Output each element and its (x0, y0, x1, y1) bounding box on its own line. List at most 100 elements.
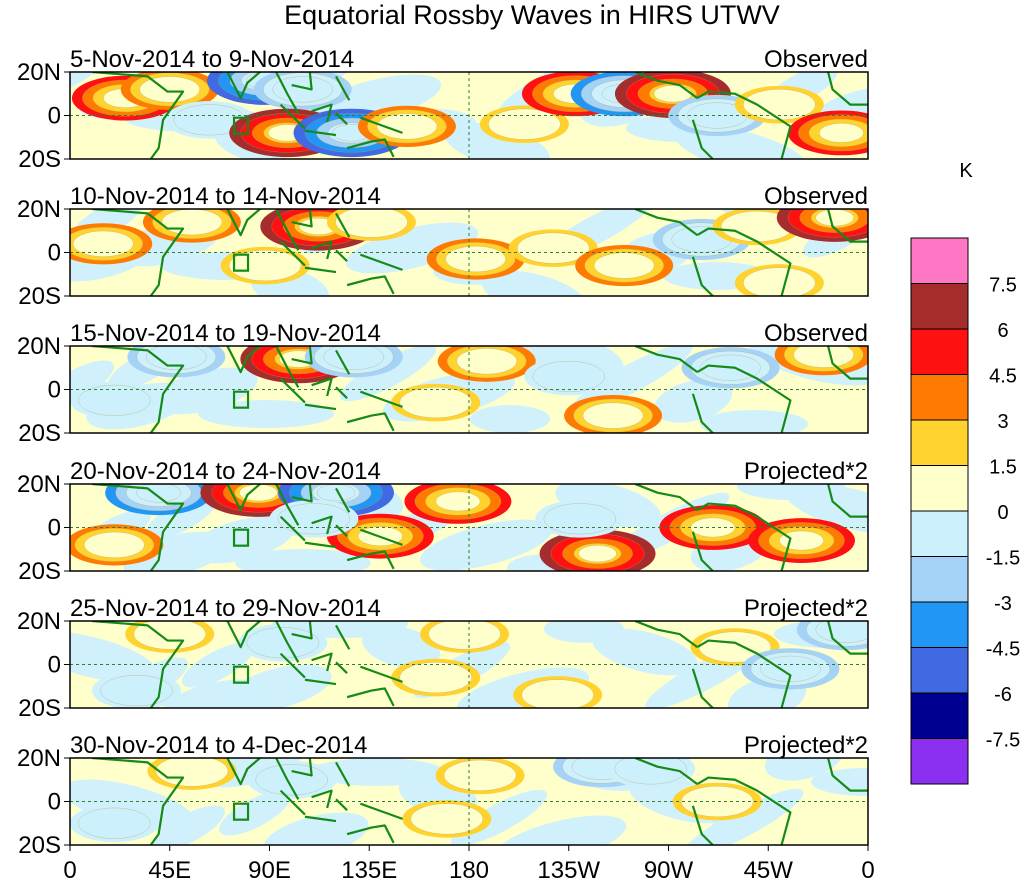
panel-label: Observed (764, 320, 868, 347)
anomaly-contour (443, 759, 517, 791)
panel-date-range: 20-Nov-2014 to 24-Nov-2014 (70, 458, 381, 485)
anomaly-contour (100, 675, 173, 707)
colorbar-label: 1.5 (989, 457, 1017, 479)
anomaly-contour (743, 267, 816, 296)
panel-label: Projected*2 (744, 595, 868, 622)
y-tick-label: 20N (17, 471, 61, 498)
coastline (92, 72, 185, 159)
x-tick-label: 135E (341, 857, 397, 884)
coastline (92, 758, 185, 845)
coastline (279, 789, 403, 823)
anomaly-contour (133, 621, 206, 650)
region-box (232, 253, 250, 272)
x-tick-label: 135W (537, 857, 600, 884)
chart-title: Equatorial Rossby Waves in HIRS UTWV (284, 0, 780, 30)
y-tick-label: 20N (17, 608, 61, 635)
coastline (279, 652, 403, 686)
x-axis: 0 45E 90E 135E 180 135W 90W 45W 0 (63, 845, 875, 884)
coastline (274, 484, 313, 526)
coastline (827, 621, 868, 655)
panel-date-range: 5-Nov-2014 to 9-Nov-2014 (70, 46, 354, 73)
coastline (346, 550, 395, 570)
background-band (263, 812, 369, 845)
y-tick-label: 20S (18, 146, 61, 173)
region-box (232, 528, 250, 547)
anomaly-contour (316, 484, 356, 502)
region-box (232, 390, 250, 409)
coastline (335, 761, 351, 787)
anomaly-contour (84, 531, 145, 558)
panel-field (70, 484, 868, 571)
anomaly-contour (323, 346, 384, 370)
background-band (235, 549, 371, 571)
anomaly-contour (614, 758, 687, 785)
coastline (346, 275, 395, 295)
background-band (481, 270, 587, 296)
colorbar-swatch (910, 283, 969, 330)
coastline (92, 484, 185, 571)
coastline (200, 621, 262, 649)
region-box (232, 802, 250, 821)
coastline (335, 487, 351, 513)
anomaly-contour (681, 786, 754, 817)
coastline (634, 209, 698, 236)
colorbar-label: -6 (994, 684, 1012, 706)
coastline (634, 621, 698, 648)
coastline (634, 72, 698, 99)
y-tick-label: 0 (48, 377, 61, 404)
background-band (674, 125, 808, 159)
anomaly-contour (335, 209, 408, 238)
colorbar-swatch (910, 419, 969, 466)
background-band (470, 405, 550, 433)
colorbar: K 7.5 6 4.5 3 1.5 0 -1.5 -3 -4.5 -6 -7.5 (910, 160, 1020, 785)
coastline (691, 776, 792, 845)
coastline (200, 484, 262, 512)
colorbar-swatch (910, 510, 969, 557)
panel-6: 30-Nov-2014 to 4-Dec-2014 Projected*2 20N 0… (17, 732, 869, 859)
background-band (70, 360, 114, 406)
y-tick-label: 20S (18, 420, 61, 447)
coastline (827, 484, 868, 518)
coastline (200, 209, 262, 237)
x-tick-label: 0 (63, 857, 76, 884)
panel-2: 10-Nov-2014 to 14-Nov-2014 Observed 20N 0 20… (17, 183, 869, 310)
background-band (700, 410, 808, 433)
background-band (493, 815, 627, 845)
colorbar-label: -3 (994, 593, 1012, 615)
coastline (200, 758, 262, 786)
colorbar-swatch (910, 601, 969, 648)
anomaly-contour (793, 346, 854, 368)
coastline (279, 103, 403, 137)
anomaly-contour (543, 503, 617, 535)
colorbar-label: -7.5 (986, 730, 1020, 752)
background-band (419, 519, 553, 571)
colorbar-swatch (910, 692, 969, 739)
background-band (70, 631, 158, 683)
y-tick-label: 0 (48, 652, 61, 679)
colorbar-label: 7.5 (989, 275, 1017, 297)
x-tick-label: 45W (744, 857, 794, 884)
background-band (339, 346, 437, 402)
background-band (571, 346, 693, 413)
background-band (682, 788, 804, 845)
anomaly-contour (428, 621, 501, 650)
coastline (274, 621, 313, 663)
anomaly-contour (272, 76, 333, 103)
anomaly-contour (139, 76, 200, 103)
panel-date-range: 30-Nov-2014 to 4-Dec-2014 (70, 732, 368, 759)
anomaly-contour (815, 209, 854, 227)
y-tick-label: 0 (48, 103, 61, 130)
coastline (691, 90, 792, 159)
panel-label: Projected*2 (744, 458, 868, 485)
x-tick-label: 45E (148, 857, 191, 884)
anomaly-contour (155, 758, 229, 787)
anomaly-contour (435, 491, 481, 512)
colorbar-label: -4.5 (986, 639, 1020, 661)
anomaly-contour (78, 384, 151, 416)
y-tick-label: 0 (48, 515, 61, 542)
anomaly-contour (376, 113, 438, 140)
y-tick-label: 20N (17, 745, 61, 772)
anomaly-contour (136, 484, 181, 503)
region-box (232, 116, 250, 135)
